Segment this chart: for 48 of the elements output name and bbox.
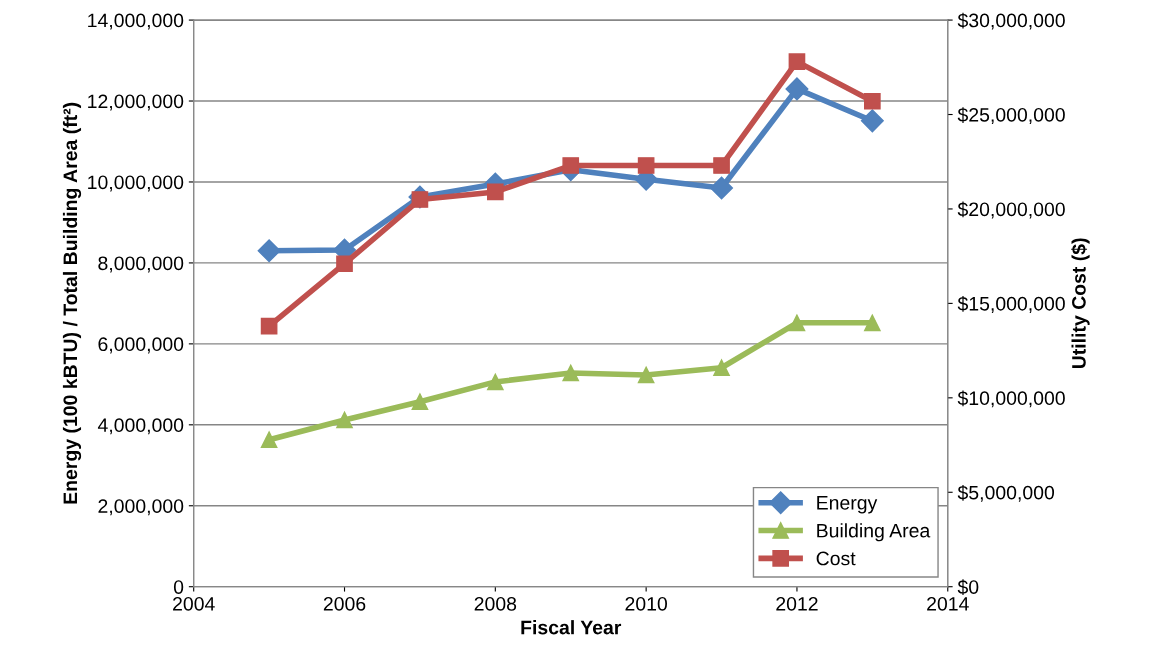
point [713,359,730,377]
y-tick-label: 4,000,000 [97,418,184,435]
point [562,364,580,382]
y2-tick-label: $30,000,000 [957,12,1065,30]
point [260,431,278,449]
point [860,109,884,133]
x-tick-label: 2012 [776,596,818,611]
point [710,176,734,200]
point [864,314,881,332]
y-tick-label: 6,000,000 [98,337,184,354]
y2-tick-label: $15,000,000 [957,296,1065,313]
point [637,366,655,384]
x-tick-label: 2004 [173,596,215,611]
x-tick-label: 2010 [625,596,668,611]
y2-tick-label: $10,000,000 [957,390,1065,408]
y2-tick-label: $0 [957,579,979,596]
point [637,157,655,174]
x-tick-label: 2006 [323,596,366,611]
y-tick-label: 10,000,000 [88,175,184,192]
point [562,157,580,174]
y-tick-label: 8,000,000 [98,256,184,273]
point [713,157,730,174]
y-tick-label: 0 [173,580,184,594]
x-axis-title: Fiscal Year [521,620,622,635]
legend-label: Building Area [817,523,931,542]
y-tick-label: 14,000,000 [88,13,184,30]
legend-label: Energy [817,496,878,514]
point [257,239,281,263]
legend-label: Cost [816,551,856,566]
y-axis-title: Energy (100 kBTU) / Total Building Area (ft²) [62,102,82,504]
y-tick-label: 12,000,000 [88,94,184,111]
point [864,92,881,110]
point [486,183,504,201]
x-tick-label: 2008 [474,596,517,611]
y-tick-label: 2,000,000 [98,499,184,516]
point [785,77,809,101]
y2-tick-label: $5,000,000 [957,484,1055,502]
point [260,317,278,335]
point [336,411,353,429]
point [788,314,806,332]
point [788,53,806,70]
point [411,393,429,411]
point [336,255,353,273]
point [486,373,504,391]
y2-tick-label: $20,000,000 [957,201,1065,219]
y2-tick-label: $25,000,000 [957,107,1065,125]
y2-axis-title: Utility Cost ($) [1071,238,1090,369]
x-tick-label: 2014 [927,596,969,611]
